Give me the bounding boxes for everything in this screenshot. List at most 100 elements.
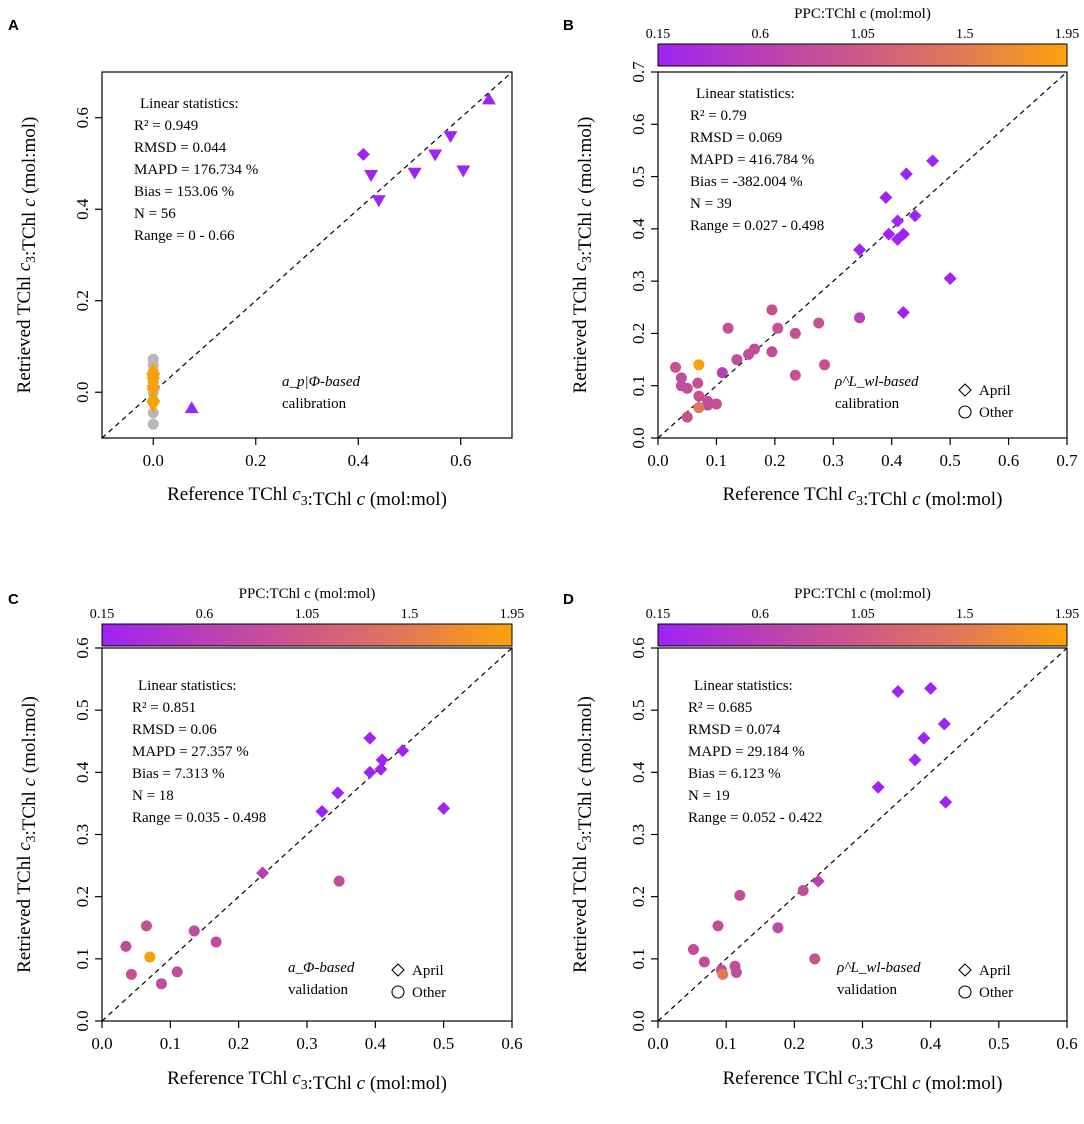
method-subtitle: calibration xyxy=(835,396,900,412)
data-point-4 xyxy=(891,214,905,228)
colorbar xyxy=(101,623,513,647)
stats-line: RMSD = 0.074 xyxy=(688,722,781,738)
data-point-5 xyxy=(871,780,885,794)
data-point-11 xyxy=(854,312,866,324)
x-tick-label: 0.6 xyxy=(998,451,1019,470)
data-point-23 xyxy=(693,359,705,371)
panel-letter: C xyxy=(8,591,19,608)
stats-line: N = 56 xyxy=(134,206,176,222)
y-tick-label: 0.5 xyxy=(629,166,648,187)
method-label: a_Φ-based xyxy=(288,960,355,976)
data-point-5 xyxy=(882,227,896,241)
panel-D: D 0.0 0.1 0.2 0.3 0.4 0.5 0.6 0.0 0.1 0.2 0.3 0.4 0.5… xyxy=(563,586,1079,1094)
one-to-one-line xyxy=(657,71,1068,439)
x-axis-label: Reference TChl c3:TChl c (mol:mol) xyxy=(167,484,447,510)
data-point-6 xyxy=(437,801,451,815)
y-tick-label: 0.6 xyxy=(73,637,92,658)
legend-other: Other xyxy=(412,985,446,1001)
panel-C: C 0.0 0.1 0.2 0.3 0.4 0.5 0.6 0.0 0.1 0.2 0.3 0.4 0.5… xyxy=(8,586,524,1094)
y-tick-label: 0.2 xyxy=(73,290,92,311)
legend-other: Other xyxy=(979,985,1013,1001)
data-point-9 xyxy=(333,875,345,887)
stats-line: R² = 0.79 xyxy=(690,108,747,124)
data-point-2 xyxy=(879,190,893,204)
y-axis-label: Retrieved TChl c3:TChl c (mol:mol) xyxy=(570,696,596,973)
y-tick-label: 0.3 xyxy=(73,824,92,845)
legend-circle-icon xyxy=(391,985,405,999)
x-axis-label: Reference TChl c3:TChl c (mol:mol) xyxy=(723,484,1003,510)
stats-line: MAPD = 416.784 % xyxy=(690,152,814,168)
legend-diamond-icon xyxy=(391,963,405,977)
legend-april: April xyxy=(412,963,444,979)
stats-line: MAPD = 29.184 % xyxy=(688,744,805,760)
colorbar-tick-label: 1.05 xyxy=(850,27,875,42)
data-point-4 xyxy=(428,149,443,162)
data-point-21 xyxy=(819,359,831,371)
x-tick-label: 0.5 xyxy=(433,1034,454,1053)
stats-line: N = 19 xyxy=(688,788,730,804)
colorbar-tick-label: 1.05 xyxy=(850,607,875,622)
x-tick-label: 0.5 xyxy=(940,451,961,470)
data-point-23 xyxy=(146,401,161,413)
method-subtitle: validation xyxy=(837,982,897,998)
data-point-7 xyxy=(481,92,496,105)
y-tick-label: 0.0 xyxy=(73,382,92,403)
stats-title: Linear statistics: xyxy=(696,86,795,102)
legend-april: April xyxy=(979,963,1011,979)
colorbar-tick-label: 0.6 xyxy=(752,27,770,42)
data-point-0 xyxy=(926,154,940,168)
data-point-3 xyxy=(407,167,422,180)
data-point-9 xyxy=(734,889,746,901)
y-tick-label: 0.4 xyxy=(629,761,648,783)
points xyxy=(687,681,953,980)
data-point-7 xyxy=(891,232,905,246)
panel-letter: D xyxy=(563,591,574,608)
data-point-10 xyxy=(140,920,152,932)
colorbar-tick-label: 1.95 xyxy=(1055,607,1080,622)
legend-circle-icon xyxy=(958,985,972,999)
stats-line: Bias = 6.123 % xyxy=(688,766,781,782)
x-tick-label: 0.5 xyxy=(988,1034,1009,1053)
panel-B: B 0.0 0.1 0.2 0.3 0.4 0.5 0.6 0.7 0.0 0.1 0.2 0.3 0.4… xyxy=(563,6,1079,510)
x-tick-label: 0.4 xyxy=(365,1034,387,1053)
data-point-3 xyxy=(917,731,931,745)
y-tick-label: 0.2 xyxy=(629,323,648,344)
y-tick-label: 0.7 xyxy=(629,61,648,83)
data-point-14 xyxy=(722,322,734,334)
method-label: ρ^L_wl-based xyxy=(836,960,921,976)
one-to-one-line xyxy=(101,647,513,1022)
method-label: a_p|Φ-based xyxy=(282,374,361,390)
y-tick-label: 0.4 xyxy=(73,761,92,783)
colorbar-tick-label: 1.95 xyxy=(1055,27,1080,42)
data-point-13 xyxy=(120,940,132,952)
data-point-16 xyxy=(789,327,801,339)
data-point-2 xyxy=(371,195,386,208)
one-to-one-line xyxy=(101,71,513,439)
y-tick-label: 0.0 xyxy=(629,427,648,448)
points xyxy=(146,92,496,430)
data-point-19 xyxy=(743,348,755,360)
y-tick-label: 0.4 xyxy=(629,218,648,240)
data-point-11 xyxy=(188,925,200,937)
data-point-25 xyxy=(789,369,801,381)
y-tick-label: 0.3 xyxy=(629,271,648,292)
data-point-1 xyxy=(891,685,905,699)
x-tick-label: 0.4 xyxy=(881,451,903,470)
x-axis-label: Reference TChl c3:TChl c (mol:mol) xyxy=(167,1068,447,1094)
data-point-35 xyxy=(681,411,693,423)
stats-line: RMSD = 0.06 xyxy=(132,722,217,738)
y-tick-label: 0.3 xyxy=(629,824,648,845)
colorbar-tick-label: 1.05 xyxy=(295,607,320,622)
stats-line: MAPD = 176.734 % xyxy=(134,162,258,178)
y-axis-label: Retrieved TChl c3:TChl c (mol:mol) xyxy=(14,117,40,394)
data-point-12 xyxy=(766,304,778,316)
data-point-15 xyxy=(772,322,784,334)
x-tick-label: 0.6 xyxy=(450,451,471,470)
stats-line: Range = 0 - 0.66 xyxy=(134,228,235,244)
x-tick-label: 0.6 xyxy=(1056,1034,1077,1053)
data-point-6 xyxy=(456,165,471,178)
colorbar-tick-label: 1.5 xyxy=(956,607,974,622)
colorbar-tick-label: 0.6 xyxy=(196,607,214,622)
stats-line: R² = 0.851 xyxy=(132,700,196,716)
